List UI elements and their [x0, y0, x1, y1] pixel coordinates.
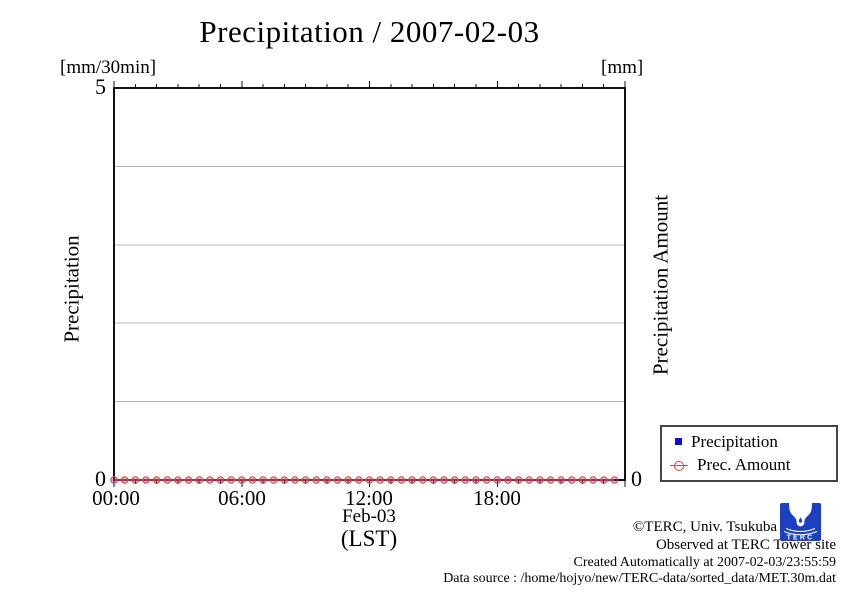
footer-observed: Observed at TERC Tower site: [655, 537, 836, 553]
right-axis-title: Precipitation Amount: [648, 194, 673, 376]
blue-square-marker-icon: [675, 438, 682, 446]
right-axis-min-tick: 0: [631, 466, 642, 491]
legend-label-precipitation: Precipitation: [691, 431, 778, 451]
chart-title: Precipitation / 2007-02-03: [199, 14, 540, 49]
plot-area: [110, 81, 626, 487]
legend-item-prec-amount: Prec. Amount: [670, 455, 836, 475]
x-tick-0600: 06:00: [218, 486, 266, 510]
red-circle-marker-icon: [670, 460, 688, 471]
footer-datasource: Data source : /home/hojyo/new/TERC-data/…: [443, 571, 836, 586]
x-tick-1200: 12:00: [345, 486, 393, 510]
left-axis-unit: [mm/30min]: [60, 57, 157, 78]
x-axis-date-label: Feb-03: [342, 506, 396, 527]
x-tick-1800: 18:00: [473, 486, 521, 510]
terc-logo: TERC: [780, 503, 821, 541]
legend-label-prec-amount: Prec. Amount: [697, 455, 791, 475]
left-axis-min-tick: 0: [95, 466, 106, 491]
x-axis-timezone-label: (LST): [340, 526, 398, 551]
legend-box: Precipitation Prec. Amount: [660, 425, 838, 482]
right-axis-unit: [mm]: [601, 57, 644, 78]
left-axis-max-tick: 5: [95, 74, 106, 99]
left-axis-title: Precipitation: [59, 235, 84, 343]
footer-copyright: ©TERC, Univ. Tsukuba: [632, 519, 777, 535]
legend-item-precipitation: Precipitation: [670, 432, 836, 452]
x-tick-0000: 00:00: [92, 486, 140, 510]
footer-created: Created Automatically at 2007-02-03/23:5…: [573, 555, 836, 570]
terc-logo-text: TERC: [787, 534, 815, 541]
